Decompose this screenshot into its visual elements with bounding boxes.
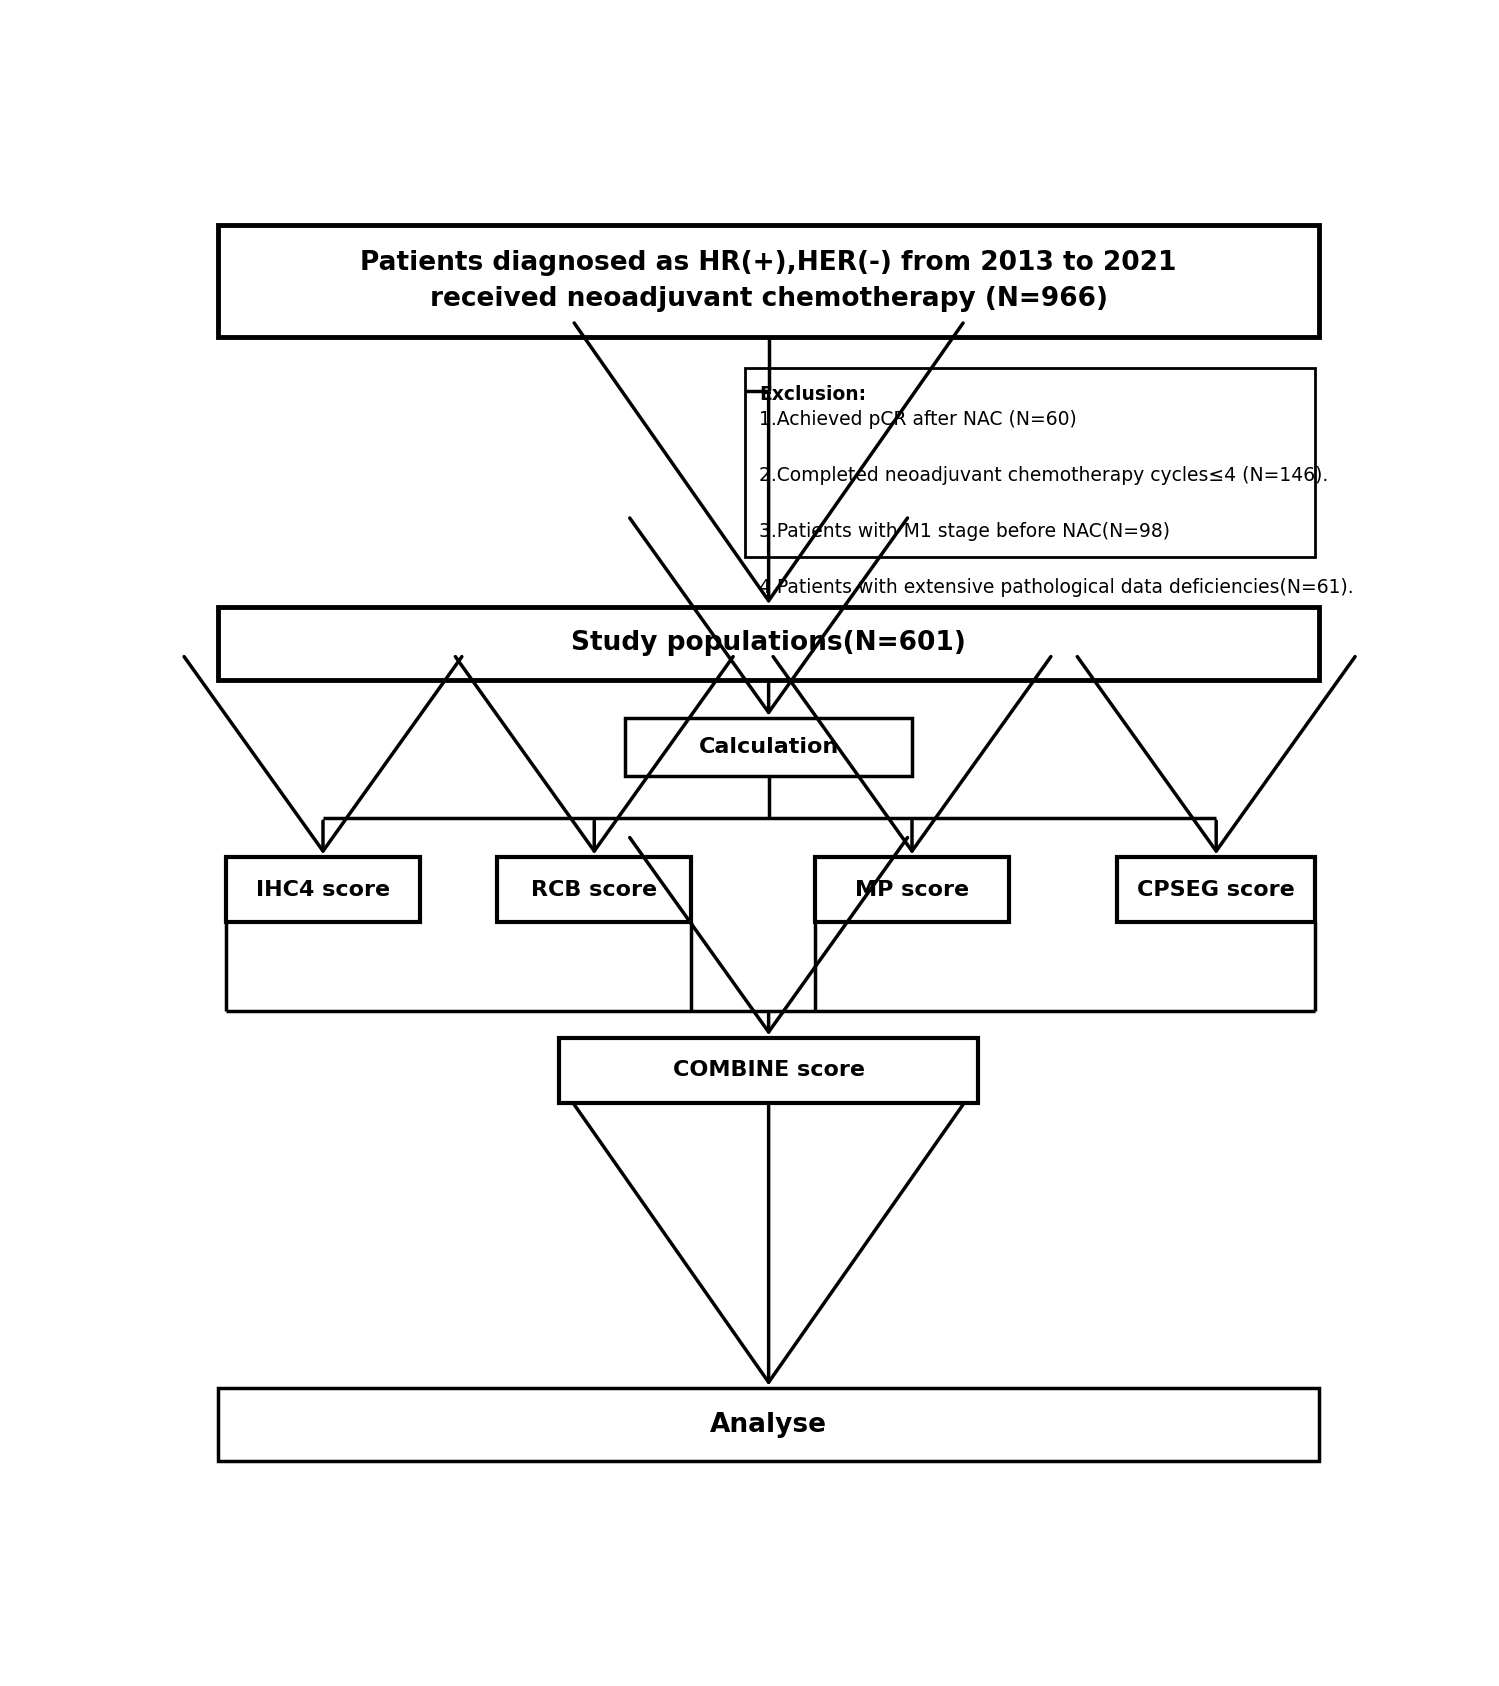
Text: Patients diagnosed as HR(+),HER(-) from 2013 to 2021
received neoadjuvant chemot: Patients diagnosed as HR(+),HER(-) from … [360, 250, 1177, 312]
Text: Exclusion:: Exclusion: [760, 384, 866, 405]
Bar [219, 1388, 1319, 1462]
Bar [625, 718, 911, 776]
Bar [219, 607, 1319, 679]
Text: 1.Achieved pCR after NAC (N=60)

2.Completed neoadjuvant chemotherapy cycles≤4 (: 1.Achieved pCR after NAC (N=60) 2.Comple… [760, 410, 1354, 597]
Bar [745, 368, 1315, 556]
Bar [226, 856, 420, 922]
Text: Study populations(N=601): Study populations(N=601) [571, 631, 965, 656]
Bar [815, 856, 1009, 922]
Text: RCB score: RCB score [531, 880, 658, 900]
Text: MP score: MP score [854, 880, 968, 900]
Bar [498, 856, 691, 922]
Text: Analyse: Analyse [711, 1411, 827, 1438]
Text: Calculation: Calculation [699, 737, 839, 757]
Text: CPSEG score: CPSEG score [1138, 880, 1295, 900]
Text: COMBINE score: COMBINE score [673, 1060, 865, 1081]
Bar [1117, 856, 1315, 922]
Bar [219, 226, 1319, 337]
Bar [559, 1039, 977, 1103]
Text: IHC4 score: IHC4 score [256, 880, 390, 900]
